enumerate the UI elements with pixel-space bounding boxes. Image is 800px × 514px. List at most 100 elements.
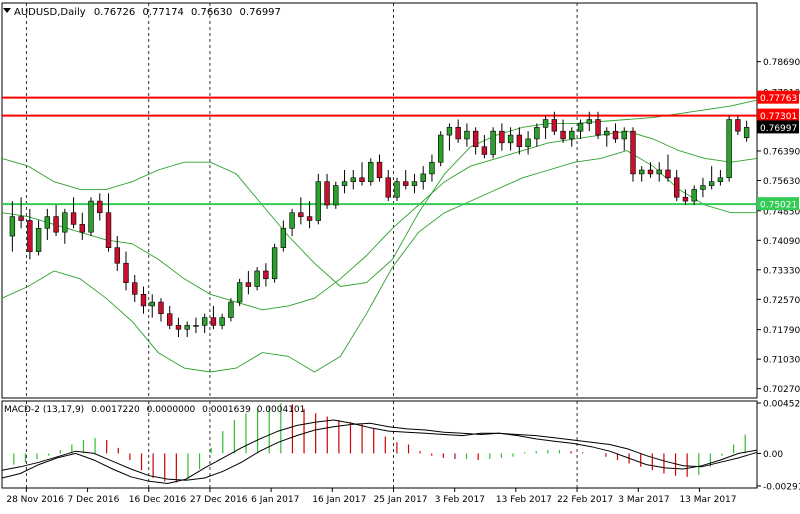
bullish-candle	[289, 212, 295, 229]
bullish-candle	[271, 247, 278, 280]
price-axis-label: 0.74090	[763, 237, 800, 247]
bullish-candle	[368, 161, 374, 182]
bearish-candle	[385, 177, 391, 198]
bearish-candle	[27, 220, 33, 252]
bullish-candle	[228, 301, 234, 318]
bullish-candle	[333, 185, 339, 206]
bearish-candle	[376, 161, 383, 179]
bullish-candle	[691, 189, 697, 202]
bearish-candle	[114, 247, 120, 264]
price-axis-label: 0.71030	[763, 356, 800, 366]
bearish-candle	[359, 177, 365, 182]
bearish-candle	[481, 146, 488, 155]
macd-value-2: 0.0000000	[147, 405, 196, 415]
bullish-candle	[219, 317, 225, 326]
price-axis-label: 0.70270	[763, 385, 800, 395]
macd-value-4: 0.0004101	[257, 405, 306, 415]
bullish-candle	[507, 134, 514, 144]
bullish-candle	[577, 123, 584, 132]
bearish-candle	[53, 216, 59, 233]
bearish-candle	[70, 212, 77, 225]
price-axis-label: 0.76390	[763, 147, 800, 157]
bullish-candle	[341, 181, 348, 186]
bearish-candle	[79, 224, 86, 233]
bearish-candle	[245, 282, 252, 287]
date-axis-label: 16 Dec 2016	[129, 495, 187, 505]
bullish-candle	[604, 130, 610, 136]
bullish-candle	[621, 130, 627, 140]
bullish-candle	[639, 169, 645, 175]
bearish-candle	[175, 325, 182, 330]
date-axis-label: 25 Jan 2017	[374, 495, 428, 505]
date-axis-label: 16 Jan 2017	[312, 495, 366, 505]
macd-axis-label: 0.00	[763, 450, 783, 460]
bullish-candle	[201, 317, 208, 326]
bullish-candle	[708, 181, 715, 186]
bullish-candle	[193, 325, 199, 327]
bearish-candle	[551, 119, 558, 132]
macd-main-line	[1, 419, 758, 485]
macd-signal-line	[1, 422, 758, 481]
price-axis-label: 0.72570	[763, 296, 800, 306]
ohlc-low: 0.76630	[191, 7, 232, 18]
bullish-candle	[35, 227, 42, 252]
support-price-tag	[757, 197, 799, 211]
price-axis-label: 0.78690	[763, 58, 800, 68]
dropdown-arrow-icon[interactable]	[3, 8, 11, 13]
bullish-candle	[569, 130, 575, 140]
bearish-candle	[673, 177, 680, 198]
price-axis-label: 0.74850	[763, 207, 800, 217]
bullish-candle	[411, 181, 418, 186]
ohlc-open: 0.76726	[94, 7, 135, 18]
bullish-candle	[280, 227, 287, 248]
date-axis-label: 22 Feb 2017	[557, 495, 613, 505]
date-axis-label: 3 Mar 2017	[618, 495, 669, 505]
bullish-candle	[420, 173, 426, 182]
bullish-candle	[149, 301, 155, 307]
bearish-candle	[210, 317, 217, 326]
bearish-candle	[263, 270, 269, 280]
bearish-candle	[97, 200, 103, 214]
last-price-label: 0.76997	[760, 124, 797, 134]
macd-pane-frame	[1, 400, 758, 489]
resistance-price-tag	[757, 108, 799, 122]
bullish-candle	[44, 216, 51, 229]
bullish-candle	[446, 126, 453, 136]
bullish-candle	[534, 126, 540, 140]
bullish-candle	[394, 181, 400, 198]
bearish-candle	[630, 130, 636, 175]
date-axis-label: 13 Feb 2017	[496, 495, 552, 505]
bullish-candle	[586, 119, 592, 124]
bearish-candle	[132, 282, 138, 295]
bullish-candle	[490, 130, 496, 155]
date-axis-label: 6 Jan 2017	[251, 495, 299, 505]
macd-axis-label: -0.002918	[763, 482, 800, 492]
bullish-candle	[9, 216, 16, 237]
bearish-candle	[403, 181, 409, 186]
bearish-candle	[18, 216, 24, 221]
price-axis-label: 0.71790	[763, 326, 800, 336]
bearish-candle	[140, 293, 147, 307]
bearish-candle	[647, 169, 654, 175]
symbol-header: AUDUSD,Daily 0.76726 0.77174 0.76630 0.7…	[14, 7, 281, 18]
bullish-candle	[236, 282, 243, 303]
bearish-candle	[306, 216, 313, 221]
bullish-candle	[700, 185, 706, 190]
macd-axis-label: 0.004525	[763, 399, 800, 409]
macd-value-1: 0.0017220	[91, 405, 140, 415]
date-axis-label: 28 Nov 2016	[6, 495, 64, 505]
bearish-candle	[682, 196, 689, 202]
bearish-candle	[123, 262, 129, 283]
bearish-candle	[167, 313, 173, 326]
resistance-price-label: 0.77301	[760, 112, 797, 122]
macd-label: MACD-2 (13,17,9)	[4, 405, 84, 415]
support-price-label: 0.75021	[760, 201, 797, 211]
bearish-candle	[472, 130, 479, 148]
bearish-candle	[158, 301, 164, 315]
bearish-candle	[735, 119, 741, 132]
last-price-tag	[757, 120, 799, 134]
bullish-candle	[525, 138, 531, 148]
price-axis-label: 0.75630	[763, 177, 800, 187]
